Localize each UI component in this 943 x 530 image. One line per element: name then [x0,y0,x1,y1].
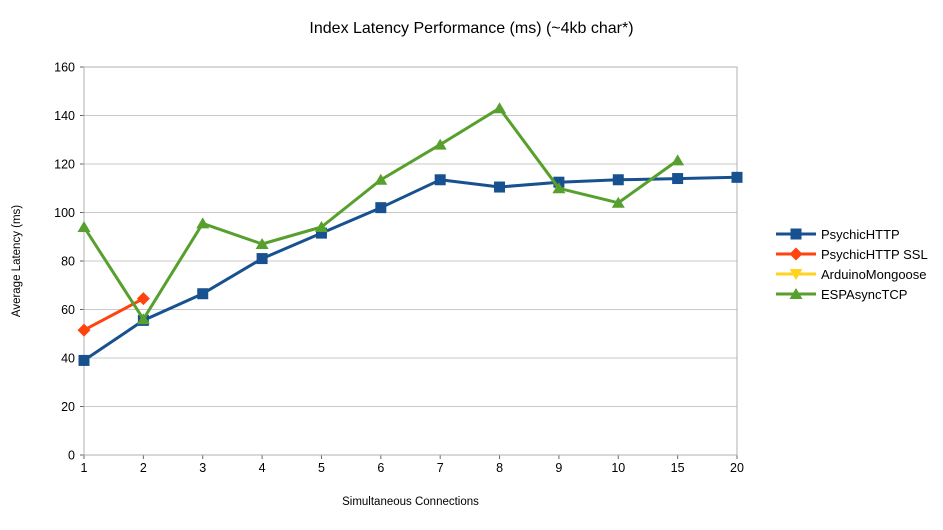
data-point-marker-psychichttp [434,174,446,186]
legend-marker-psychichttp-ssl-diamond-icon [776,247,816,261]
data-point-marker-psychichttp [375,202,387,214]
legend-marker-espasynctcp-triangle-up-icon [776,288,816,299]
y-tick-label: 20 [61,400,75,414]
data-point-marker-psychichttp [672,173,684,185]
legend-label: PsychicHTTP [821,226,900,242]
data-point-marker-psychichttp [256,253,268,265]
x-tick-label: 1 [81,461,88,475]
series-line-espasynctcp [82,106,679,321]
legend-marker-shape [789,269,803,280]
data-point-marker-espasynctcp [493,102,507,114]
y-tick-label: 60 [61,303,75,317]
chart-title: Index Latency Performance (ms) (~4kb cha… [309,20,634,37]
x-tick-label: 2 [140,461,147,475]
y-tick-label: 120 [54,157,75,171]
legend-marker-shape [789,247,803,261]
legend-marker-arduinomongoose-triangle-down-icon [776,269,816,280]
data-point-marker-psychichttp [197,288,209,300]
data-point-marker-psychichttp [612,174,624,186]
data-point-marker-espasynctcp [671,154,685,166]
legend-label: PsychicHTTP SSL [821,246,928,262]
legend-label: ESPAsyncTCP [821,286,908,302]
series-psychichttp [78,171,743,366]
legend-item-psychichttp-ssl: PsychicHTTP SSL [776,244,928,264]
x-tick-label: 6 [377,461,384,475]
legend-item-arduinomongoose: ArduinoMongoose [776,264,928,284]
data-point-marker-espasynctcp [77,221,91,233]
x-tick-label: 7 [437,461,444,475]
legend-marker-shape [789,288,803,299]
data-point-marker-psychichttp [78,354,90,366]
x-tick-label: 9 [555,461,562,475]
data-point-marker-psychichttp-ssl [136,292,150,306]
data-point-marker-espasynctcp [255,238,269,250]
data-point-marker-espasynctcp [314,221,328,233]
legend: PsychicHTTP PsychicHTTP SSL ArduinoMongoos… [776,224,928,304]
plot-border [83,66,738,456]
legend-marker-shape [790,228,802,240]
series-line-psychichttp [83,175,738,362]
x-tick-label: 4 [259,461,266,475]
data-point-marker-espasynctcp [433,138,447,150]
data-point-marker-espasynctcp [136,313,150,325]
y-tick-label: 0 [68,448,75,462]
legend-marker-psychichttp-square-icon [776,228,816,240]
y-tick-label: 140 [54,109,75,123]
x-axis-title: Simultaneous Connections [342,496,479,508]
y-tick-label: 160 [54,60,75,74]
data-point-marker-espasynctcp [374,173,388,185]
data-point-marker-psychichttp [553,176,565,188]
x-tick-label: 15 [671,461,685,475]
data-point-marker-psychichttp [731,171,743,183]
data-point-marker-psychichttp-ssl [77,323,91,337]
legend-item-psychichttp: PsychicHTTP [776,224,928,244]
y-tick-label: 80 [61,254,75,268]
legend-label: ArduinoMongoose [821,266,927,282]
legend-item-espasynctcp: ESPAsyncTCP [776,284,928,304]
data-point-marker-espasynctcp [552,182,566,194]
x-tick-label: 3 [199,461,206,475]
y-tick-label: 40 [61,351,75,365]
x-tick-label: 8 [496,461,503,475]
y-axis-title: Average Latency (ms) [11,204,23,318]
data-point-marker-espasynctcp [611,196,625,208]
x-tick-label: 10 [611,461,625,475]
data-point-marker-psychichttp [315,227,327,239]
series-espasynctcp [77,102,685,325]
data-point-marker-psychichttp [494,181,506,193]
data-point-marker-espasynctcp [196,217,210,229]
x-tick-label: 20 [730,461,744,475]
x-tick-label: 5 [318,461,325,475]
y-tick-label: 100 [54,206,75,220]
